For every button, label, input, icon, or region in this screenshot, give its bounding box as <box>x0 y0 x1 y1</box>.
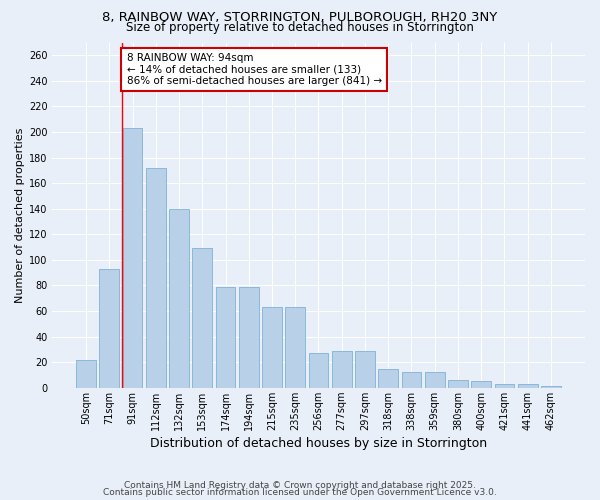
Text: Contains HM Land Registry data © Crown copyright and database right 2025.: Contains HM Land Registry data © Crown c… <box>124 481 476 490</box>
Text: Contains public sector information licensed under the Open Government Licence v3: Contains public sector information licen… <box>103 488 497 497</box>
Bar <box>100 269 119 388</box>
Bar <box>401 372 421 388</box>
Text: Size of property relative to detached houses in Storrington: Size of property relative to detached ho… <box>126 21 474 34</box>
Y-axis label: Number of detached properties: Number of detached properties <box>15 128 25 303</box>
Text: 8 RAINBOW WAY: 94sqm
← 14% of detached houses are smaller (133)
86% of semi-deta: 8 RAINBOW WAY: 94sqm ← 14% of detached h… <box>127 52 382 86</box>
X-axis label: Distribution of detached houses by size in Storrington: Distribution of detached houses by size … <box>150 437 487 450</box>
Bar <box>193 248 212 388</box>
Bar <box>215 287 235 388</box>
Bar <box>541 386 561 388</box>
Bar <box>355 350 375 388</box>
Bar <box>471 382 491 388</box>
Bar <box>494 384 514 388</box>
Bar <box>448 380 468 388</box>
Bar <box>308 353 328 388</box>
Bar <box>286 307 305 388</box>
Bar <box>239 287 259 388</box>
Bar <box>122 128 142 388</box>
Bar <box>425 372 445 388</box>
Bar <box>262 307 282 388</box>
Bar <box>146 168 166 388</box>
Bar <box>169 208 189 388</box>
Bar <box>332 350 352 388</box>
Text: 8, RAINBOW WAY, STORRINGTON, PULBOROUGH, RH20 3NY: 8, RAINBOW WAY, STORRINGTON, PULBOROUGH,… <box>103 11 497 24</box>
Bar <box>379 368 398 388</box>
Bar <box>518 384 538 388</box>
Bar <box>76 360 96 388</box>
